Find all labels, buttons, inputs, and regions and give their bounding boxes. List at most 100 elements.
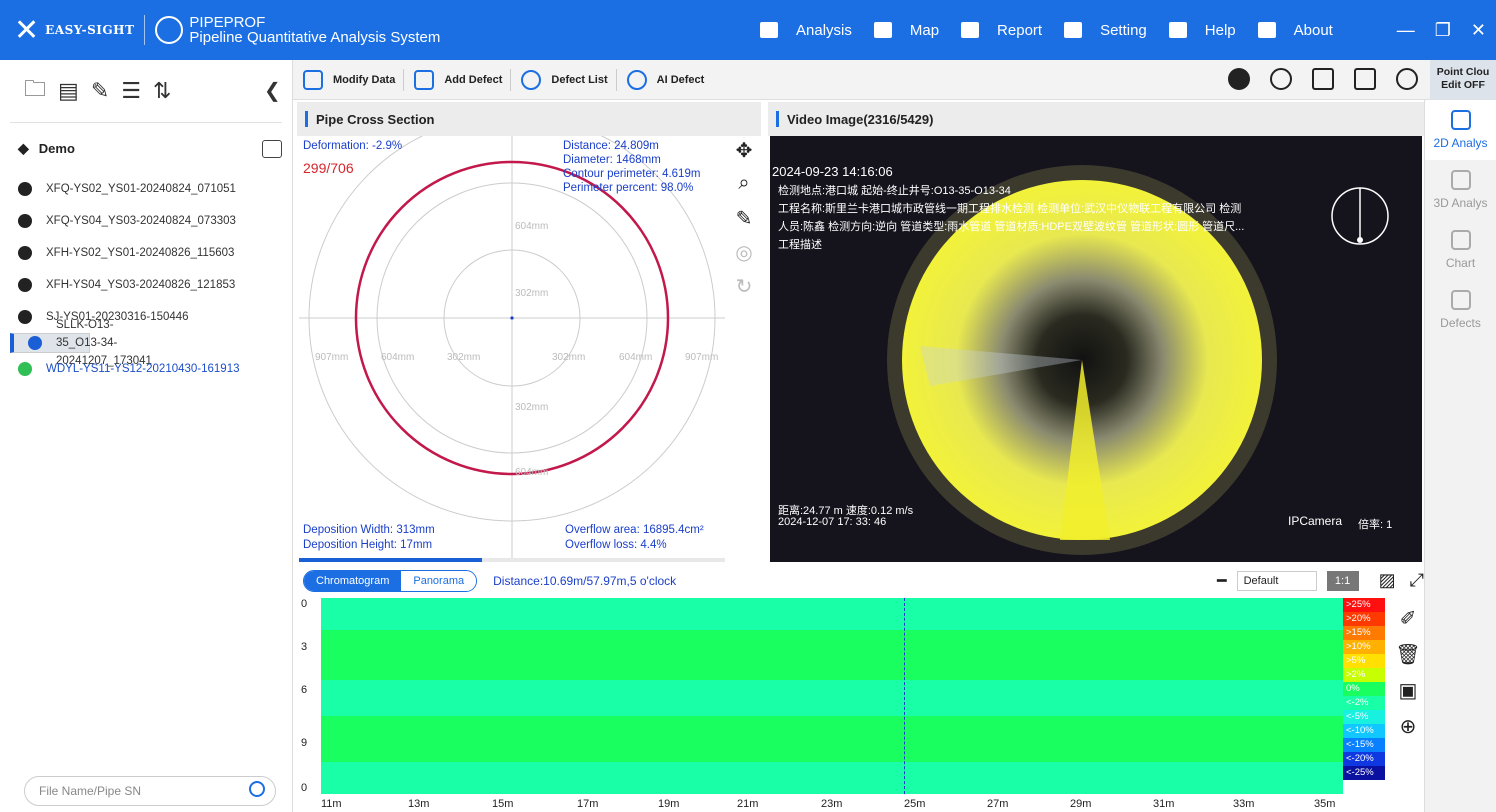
- tab-defects[interactable]: Defects: [1425, 280, 1496, 340]
- defect-list-button[interactable]: Defect List: [521, 69, 608, 90]
- export-image-icon[interactable]: ▨: [1378, 570, 1396, 590]
- defects-icon: [1450, 290, 1471, 310]
- search-placeholder: File Name/Pipe SN: [39, 784, 142, 798]
- file-item-selected[interactable]: SLLK-O13-35_O13-34-20241207_173041: [10, 319, 152, 367]
- zoom-icon[interactable]: ⌕: [738, 172, 750, 194]
- add-defect-button[interactable]: Add Defect: [414, 69, 502, 90]
- toolbar-divider: [510, 68, 512, 91]
- cross-section-plot[interactable]: 604mm 302mm 302mm 604mm 907mm 604mm 302m…: [299, 114, 725, 560]
- scale-select[interactable]: Default: [1236, 570, 1317, 591]
- gear-icon: [1064, 22, 1083, 38]
- file-item[interactable]: XFQ-YS04_YS03-20240824_073303: [0, 205, 292, 237]
- restore-icon[interactable]: ❐: [1434, 19, 1451, 40]
- brand-divider: [144, 15, 146, 45]
- nav-report[interactable]: Report: [961, 22, 1042, 39]
- video-frame[interactable]: 2024-09-23 14:16:06 检测地点:港口城 起始-终止井号:O13…: [770, 136, 1422, 562]
- list-icon[interactable]: ☰: [121, 78, 141, 104]
- legend-item: <-15%: [1343, 738, 1385, 752]
- tab-chart[interactable]: Chart: [1425, 220, 1496, 280]
- deformation-text: Deformation: -2.9%: [303, 140, 403, 152]
- file-item-done[interactable]: WDYL-YS11-YS12-20210430-161913: [0, 353, 292, 385]
- info-icon: [1257, 22, 1276, 38]
- y-axis: 0 3 6 9 0: [297, 598, 321, 794]
- nav-about[interactable]: About: [1257, 22, 1333, 39]
- close-icon[interactable]: ✕: [1470, 19, 1486, 40]
- rotate-icon[interactable]: ↻: [735, 276, 753, 298]
- legend-item: >20%: [1343, 612, 1385, 626]
- y-tick: 3: [301, 641, 308, 653]
- report-icon: [961, 22, 980, 38]
- ring-label: 302mm: [552, 352, 585, 363]
- file-item[interactable]: XFH-YS04_YS03-20240826_121853: [0, 269, 292, 301]
- pie-icon: [521, 69, 542, 90]
- chromatogram-heatmap[interactable]: [321, 598, 1343, 794]
- target-icon[interactable]: ◎: [735, 242, 753, 264]
- play-icon[interactable]: [1228, 68, 1250, 90]
- ratio-button[interactable]: 1:1: [1326, 570, 1359, 591]
- distance-text: Distance: 24.809m: [563, 140, 659, 152]
- nav-setting[interactable]: Setting: [1064, 22, 1147, 39]
- deposition-width-text: Deposition Width: 313mm: [303, 524, 435, 536]
- file-item[interactable]: SJ-YS01-20230316-150446: [0, 301, 292, 333]
- trash-icon[interactable]: 🗑: [1395, 644, 1421, 666]
- fast-forward-icon[interactable]: [1396, 68, 1418, 90]
- ruler-icon[interactable]: ━: [1216, 572, 1227, 590]
- tab-chromatogram[interactable]: Chromatogram: [304, 571, 402, 591]
- ring-label: 604mm: [515, 467, 548, 478]
- file-status-icon: [18, 182, 32, 196]
- database-icon: [303, 69, 323, 90]
- frame-progress-fill: [299, 558, 483, 562]
- project-node[interactable]: ◆ Demo: [0, 123, 292, 173]
- video-speed-text: 距离:24.77 m 速度:0.12 m/s: [778, 505, 914, 517]
- file-search-input[interactable]: File Name/Pipe SN: [24, 776, 276, 806]
- open-folder-icon[interactable]: 🗀: [24, 77, 47, 102]
- draw-icon[interactable]: ✐: [1399, 608, 1417, 630]
- file-item[interactable]: XFH-YS02_YS01-20240826_115603: [0, 237, 292, 269]
- zoom-in-icon[interactable]: ⊕: [1399, 716, 1417, 738]
- y-tick: 6: [301, 684, 308, 696]
- video-osd-line: 工程描述: [778, 239, 822, 251]
- modify-data-button[interactable]: Modify Data: [303, 69, 395, 90]
- save-icon[interactable]: ▣: [1398, 680, 1418, 702]
- move-icon[interactable]: ✥: [735, 140, 753, 162]
- view-toggle: Chromatogram Panorama: [303, 570, 478, 592]
- ring-label: 907mm: [315, 352, 348, 363]
- project-action-icon[interactable]: [262, 140, 282, 158]
- prev-frame-icon[interactable]: [1312, 68, 1334, 90]
- right-panel: 2D Analys 3D Analys Chart Defects: [1424, 100, 1496, 812]
- main-toolbar: Modify Data Add Defect Defect List AI De…: [293, 60, 1430, 100]
- tab-panorama[interactable]: Panorama: [401, 571, 477, 591]
- file-status-icon: [28, 336, 42, 350]
- ring-label: 907mm: [685, 352, 718, 363]
- nav-analysis[interactable]: Analysis: [760, 22, 852, 39]
- y-tick: 0: [301, 598, 308, 610]
- minimize-icon[interactable]: —: [1396, 19, 1415, 40]
- product-subtitle: Pipeline Quantitative Analysis System: [189, 29, 441, 46]
- search-icon[interactable]: [249, 781, 265, 797]
- frame-progress-bar[interactable]: [299, 558, 725, 562]
- x-tick: 13m: [408, 798, 430, 810]
- expand-icon[interactable]: ⤢: [1409, 570, 1424, 590]
- sort-icon[interactable]: ⇅: [152, 78, 172, 104]
- tab-2d-analysis[interactable]: 2D Analys: [1425, 100, 1496, 160]
- file-item[interactable]: XFQ-YS02_YS01-20240824_071051: [0, 173, 292, 205]
- collapse-sidebar-icon[interactable]: ❮: [264, 78, 281, 102]
- import-icon[interactable]: ▤: [58, 78, 79, 104]
- video-osd-line: 人员:陈鑫 检测方向:逆向 管道类型:雨水管道 管道材质:HDPE双壁波纹管 管…: [778, 221, 1245, 233]
- heat-band: [321, 762, 1343, 794]
- edit-icon[interactable]: ✎: [735, 208, 753, 230]
- next-frame-icon[interactable]: [1354, 68, 1376, 90]
- nav-help[interactable]: Help: [1168, 22, 1236, 39]
- title-bar: ✕ EASY-SIGHT PIPEPROF Pipeline Quantitat…: [0, 0, 1496, 60]
- tab-3d-analysis[interactable]: 3D Analys: [1425, 160, 1496, 220]
- point-cloud-edit-button[interactable]: Point Clou Edit OFF: [1430, 60, 1496, 100]
- overflow-loss-text: Overflow loss: 4.4%: [565, 539, 667, 551]
- edit-icon[interactable]: ✎: [90, 78, 110, 104]
- step-forward-icon[interactable]: [1270, 68, 1292, 90]
- file-sidebar: 🗀 ▤ ✎ ☰ ⇅ ❮ ◆ Demo XFQ-YS02_YS01-2024082…: [0, 60, 293, 812]
- ai-defect-button[interactable]: AI Defect: [626, 69, 704, 90]
- video-header: Video Image(2316/5429): [768, 102, 1424, 136]
- legend-item: >2%: [1343, 668, 1385, 682]
- x-tick: 27m: [987, 798, 1009, 810]
- nav-map[interactable]: Map: [873, 22, 939, 39]
